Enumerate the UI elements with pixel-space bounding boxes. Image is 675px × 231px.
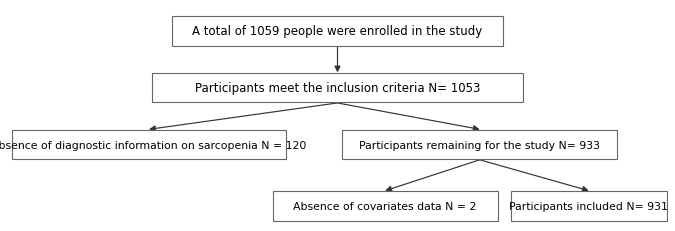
FancyBboxPatch shape <box>172 17 503 46</box>
Text: A total of 1059 people were enrolled in the study: A total of 1059 people were enrolled in … <box>192 25 483 38</box>
FancyBboxPatch shape <box>273 191 497 221</box>
FancyBboxPatch shape <box>153 74 522 103</box>
Text: Participants meet the inclusion criteria N= 1053: Participants meet the inclusion criteria… <box>195 82 480 95</box>
Text: Participants remaining for the study N= 933: Participants remaining for the study N= … <box>359 140 600 150</box>
Text: Participants included N= 931: Participants included N= 931 <box>510 201 668 211</box>
Text: Absence of covariates data N = 2: Absence of covariates data N = 2 <box>294 201 477 211</box>
FancyBboxPatch shape <box>11 130 286 160</box>
FancyBboxPatch shape <box>342 130 617 160</box>
Text: Absence of diagnostic information on sarcopenia N = 120: Absence of diagnostic information on sar… <box>0 140 306 150</box>
FancyBboxPatch shape <box>511 191 667 221</box>
